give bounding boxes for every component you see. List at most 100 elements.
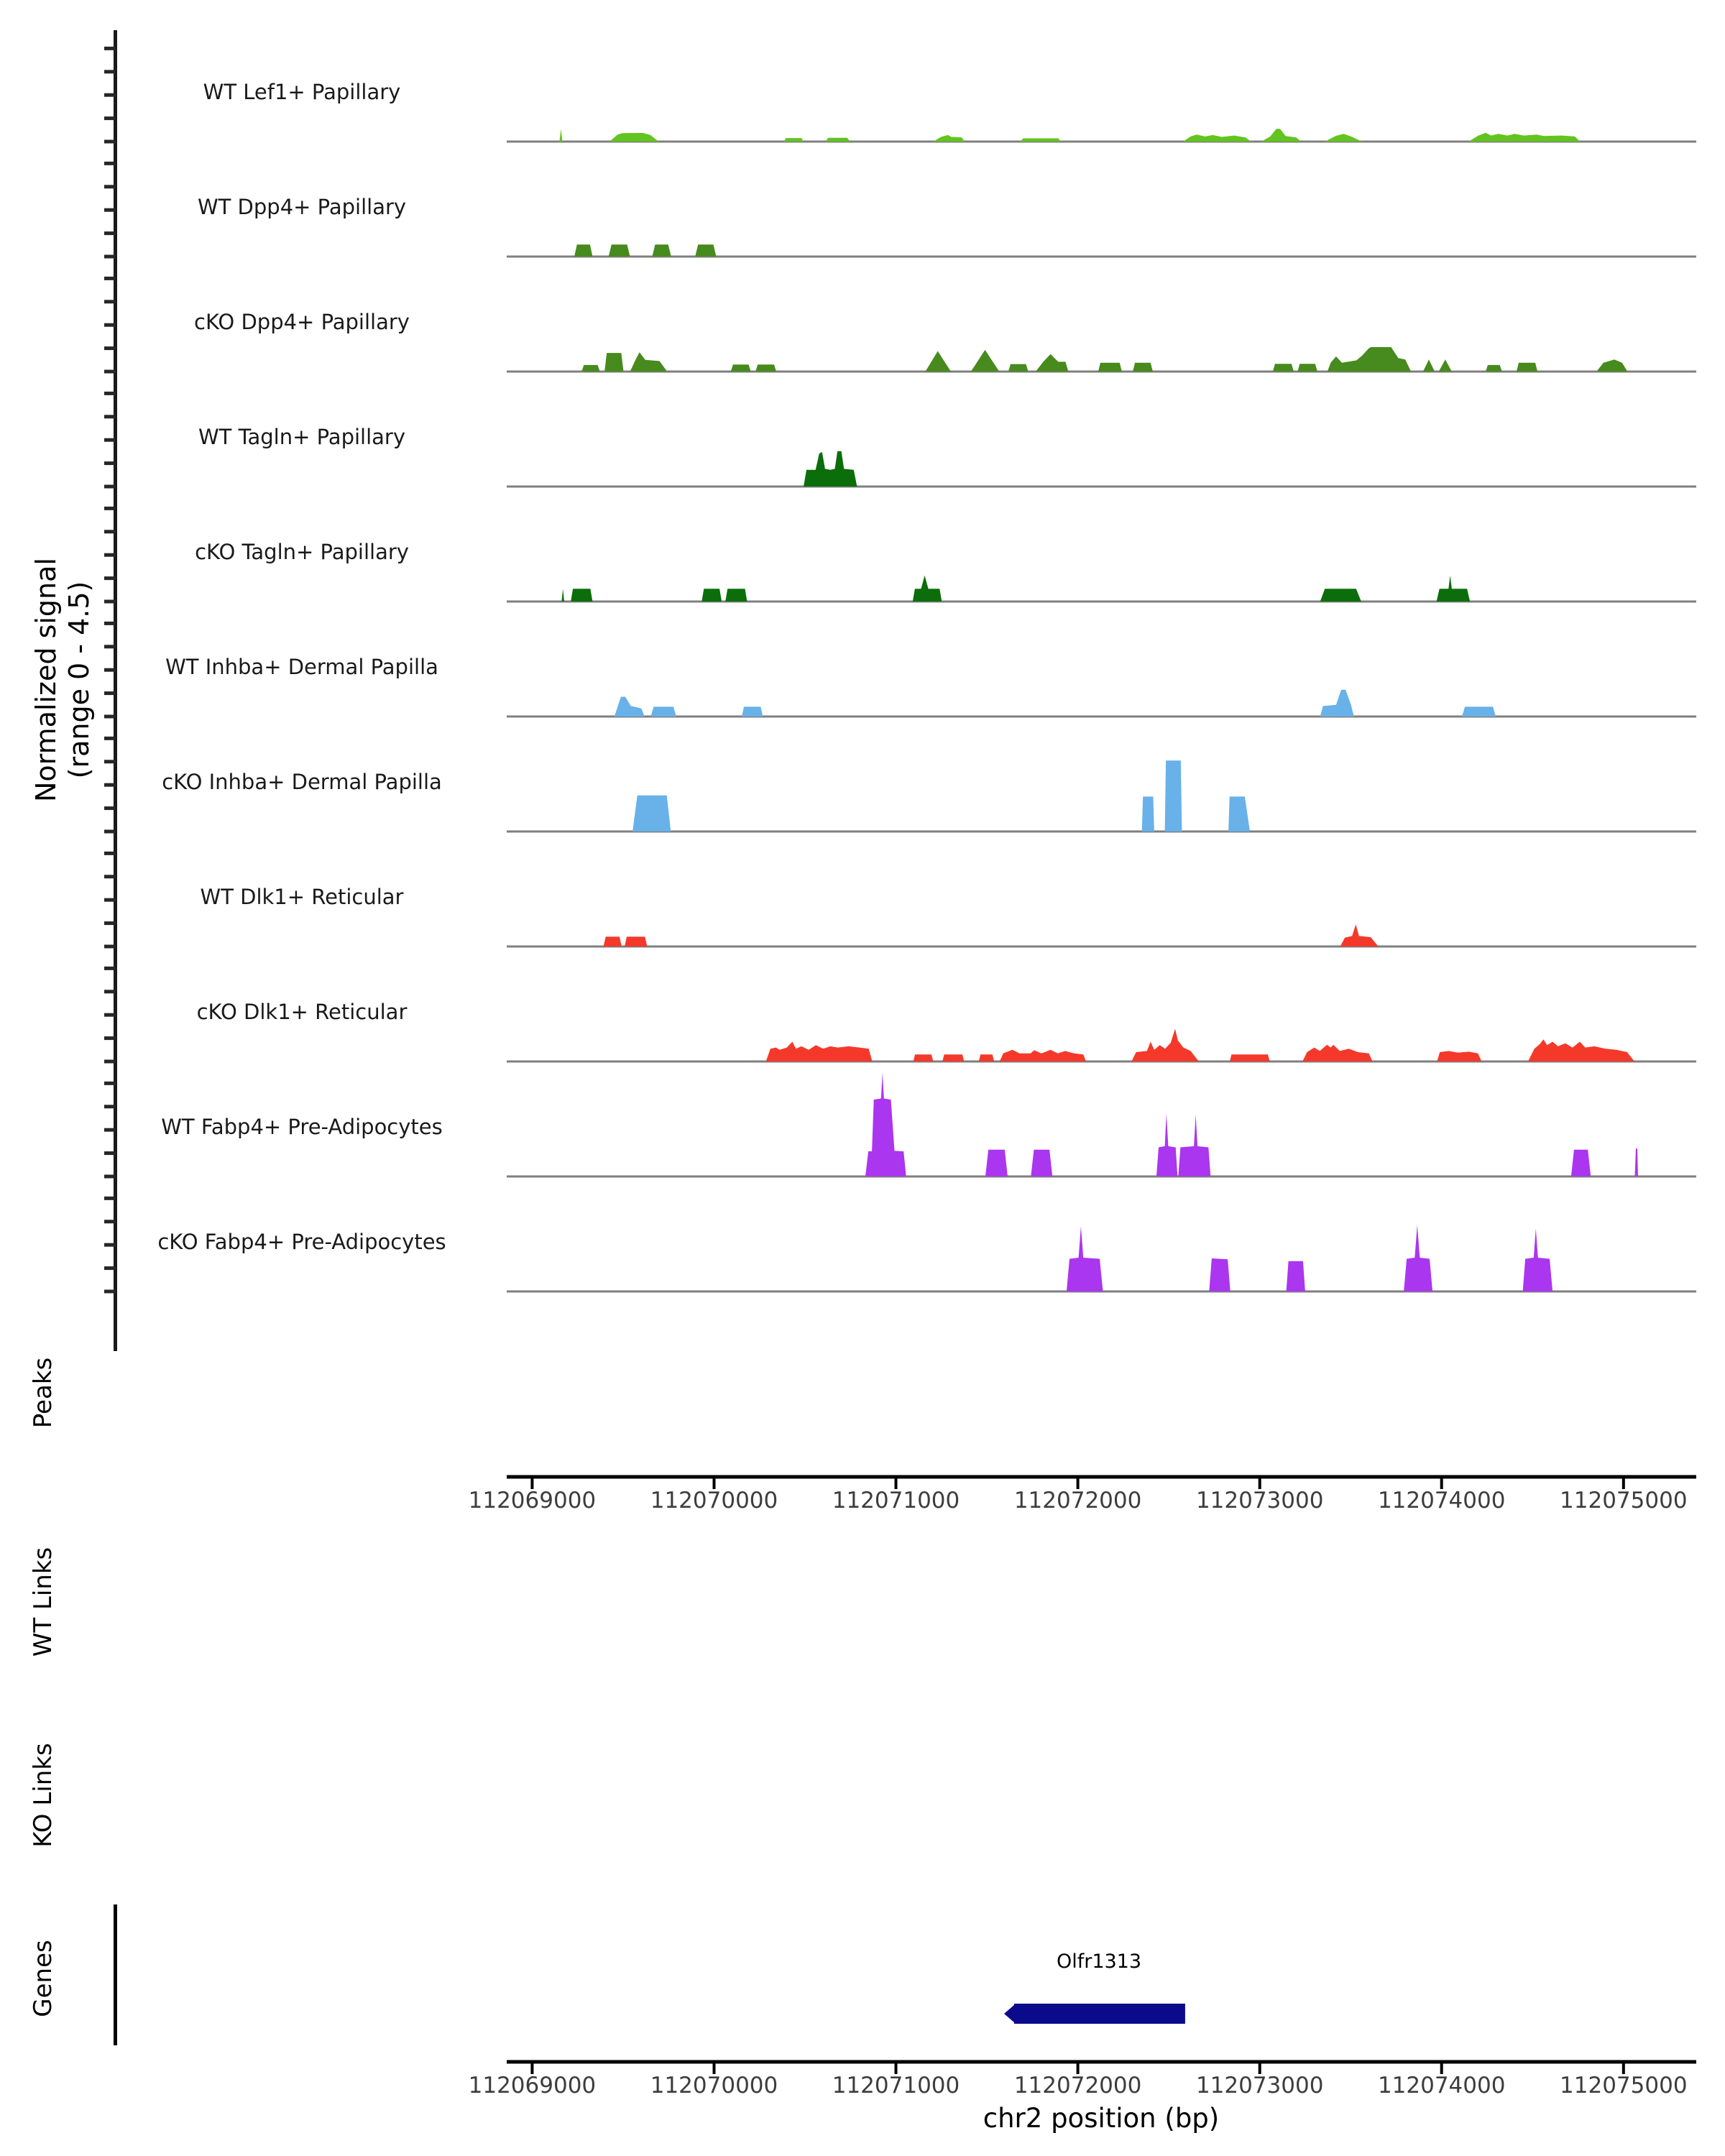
signal-peak [610,133,659,142]
axis-tick-label: 112071000 [832,2073,960,2099]
signal-track [507,347,1696,373]
signal-track [507,129,1696,143]
signal-peak [925,351,951,372]
axis-tick-label: 112074000 [1378,2073,1506,2099]
signal-peak [1468,132,1581,142]
signal-peak [1031,1149,1053,1176]
signal-track [507,760,1696,833]
signal-peak [1570,1149,1591,1176]
signal-peak [742,706,763,717]
signal-peak [999,1049,1086,1061]
signal-peak [1178,1115,1211,1176]
axis-tick-label: 112069000 [469,1488,597,1514]
signal-peak [1325,134,1362,142]
signal-peak [1133,362,1153,372]
signal-peak [571,589,593,602]
signal-peak [755,364,776,372]
signal-track [507,244,1696,258]
signal-peak [978,1054,995,1061]
axis-tick-label: 112069000 [469,2073,597,2099]
signal-peak [1437,1051,1482,1061]
signal-peak [1438,359,1452,372]
signal-peak [1340,924,1379,946]
signal-track [507,451,1696,488]
position-axis: 112069000 112070000 112071000 112072000 1120… [469,2060,1696,2099]
signal-peak [912,575,942,602]
signal-peak [561,589,564,602]
signal-peak [1436,575,1471,602]
signal-peak [1141,796,1154,831]
signal-peak [625,936,648,946]
signal-track [507,1225,1696,1293]
signal-peak [1098,362,1122,372]
axis-tick-label: 112073000 [1196,1488,1324,1514]
signal-peak [825,137,850,142]
signal-peak [632,795,671,831]
signal-peak [614,696,645,717]
signal-track [507,575,1696,603]
signal-peak [1020,138,1062,142]
signal-peak [1035,354,1069,372]
signal-peak [652,244,671,257]
signal-peak [783,138,804,142]
signal-track [507,689,1696,718]
signal-peak [913,1054,934,1061]
signal-peak [1486,364,1502,372]
signal-peak [765,1041,873,1061]
axis-tick-label: 112075000 [1560,2073,1688,2099]
signal-peak [1156,1113,1178,1176]
axis-tick-label: 112072000 [1014,1488,1142,1514]
signal-peak [1320,689,1354,717]
axis-tick-label: 112070000 [650,1488,778,1514]
signal-peak [865,1072,906,1176]
signal-peak [1066,1226,1103,1291]
signal-peak [1522,1228,1553,1291]
signal-peak [1229,1054,1270,1061]
signal-peak [1634,1148,1638,1176]
signal-peak [1517,362,1538,372]
signal-peak [1164,760,1182,831]
axis-tick-label: 112071000 [832,1488,960,1514]
signal-peak [730,364,751,372]
signal-peak [1008,364,1029,372]
signal-peak [702,589,722,602]
axis-tick-label: 112070000 [650,2073,778,2099]
gene-rect [1014,2004,1185,2024]
signal-peak [608,244,630,257]
signal-peak [942,1054,965,1061]
signal-peak [604,353,624,372]
signal-peak [559,129,563,142]
signal-peak [1527,1039,1634,1061]
signal-track [507,1028,1696,1063]
signal-peak [1297,364,1317,372]
gene-body [1004,2004,1185,2024]
signal-peak [933,134,965,142]
signal-peak [1209,1258,1230,1291]
signal-peak [581,364,600,372]
signal-peak [1422,359,1435,372]
signal-peak [1302,1044,1373,1061]
signal-peak [1327,347,1412,372]
signal-peak [804,451,857,487]
signal-peak [970,349,1000,372]
signal-peak [1131,1028,1199,1061]
signal-peak [650,706,676,717]
signal-peak [985,1149,1008,1176]
signal-peak [1261,129,1302,142]
signal-peak [1596,359,1628,372]
signal-peak [1228,796,1250,831]
axis-tick-label: 112075000 [1560,1488,1688,1514]
signal-peak [1272,364,1294,372]
axis-tick-label: 112073000 [1196,2073,1324,2099]
signal-peak [1182,134,1251,142]
signal-peak [574,244,593,257]
signal-peak [1462,706,1496,717]
signal-peak [725,589,748,602]
signal-peak [1404,1225,1433,1291]
axis-tick-label: 112074000 [1378,1488,1506,1514]
signal-track [507,924,1696,948]
gene-strand-arrow-icon [1004,2004,1015,2023]
signal-peak [1320,589,1361,602]
